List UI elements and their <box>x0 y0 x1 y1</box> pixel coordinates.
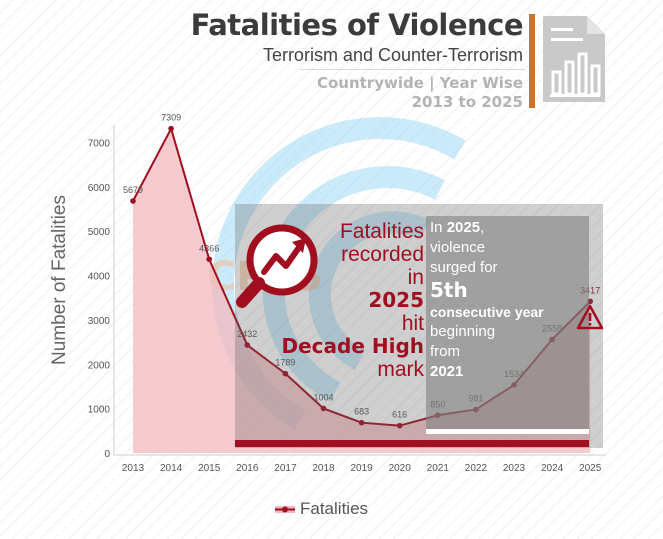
magnifier-trend-up-icon <box>236 224 318 308</box>
data-point <box>282 370 289 377</box>
data-label: 2432 <box>237 329 257 339</box>
x-tick-label: 2016 <box>236 463 259 474</box>
panel-word-in: In <box>430 219 443 236</box>
callout-line-7: mark <box>377 358 424 381</box>
x-tick-label: 2021 <box>427 463 450 474</box>
scope-line-2: 2013 to 2025 <box>411 93 523 111</box>
x-tick-label: 2013 <box>122 463 145 474</box>
panel-consecutive: consecutive year <box>430 304 544 320</box>
data-label: 4366 <box>199 243 219 253</box>
y-tick-label: 3000 <box>88 316 111 327</box>
panel-line-6: beginning <box>430 323 496 340</box>
page-title: Fatalities of Violence <box>190 8 524 42</box>
y-tick-label: 2000 <box>88 360 111 371</box>
data-label: 5679 <box>123 185 143 195</box>
x-tick-label: 2022 <box>465 463 488 474</box>
panel-start-year: 2021 <box>430 363 464 380</box>
data-label: 616 <box>392 410 407 420</box>
panel-ordinal: 5th <box>430 278 468 302</box>
y-axis-title: Number of Fatalities <box>49 194 70 366</box>
data-point <box>244 342 251 348</box>
data-point <box>320 405 327 412</box>
x-tick-label: 2023 <box>503 463 526 474</box>
panel-line-7: from <box>430 343 460 360</box>
panel-underline <box>426 429 589 434</box>
data-point <box>130 198 136 204</box>
callout-year: 2025 <box>368 288 424 312</box>
x-tick-label: 2019 <box>350 463 373 474</box>
panel-line-1: In 2025, <box>430 218 588 238</box>
data-label: 7309 <box>161 113 181 123</box>
data-label: 1789 <box>275 358 295 368</box>
panel-text: In 2025, violence surged for 5th consecu… <box>430 218 588 382</box>
y-tick-label: 6000 <box>88 183 111 194</box>
y-tick-label: 5000 <box>88 227 111 238</box>
callout-line-1: Fatalities <box>339 220 424 243</box>
x-tick-label: 2014 <box>160 463 183 474</box>
x-tick-label: 2018 <box>312 463 335 474</box>
callout-highlight: Decade High <box>281 334 424 358</box>
period-bar <box>235 440 589 447</box>
title-divider <box>300 69 525 70</box>
y-tick-label: 0 <box>104 449 110 460</box>
callout-line-3: in <box>407 266 424 289</box>
callout-line-5: hit <box>401 312 424 335</box>
x-tick-label: 2025 <box>579 463 602 474</box>
panel-year: 2025 <box>446 219 481 236</box>
warning-triangle-icon <box>576 304 604 330</box>
y-tick-label: 4000 <box>88 272 111 283</box>
y-tick-label: 1000 <box>88 405 111 416</box>
page-subtitle: Terrorism and Counter-Terrorism <box>262 45 523 65</box>
x-tick-label: 2017 <box>274 463 297 474</box>
legend-label: Fatalities <box>300 499 369 518</box>
panel-line-2: violence <box>430 239 486 256</box>
data-point <box>396 422 403 429</box>
y-tick-label: 7000 <box>88 138 111 149</box>
scope-label: Countrywide | Year Wise 2013 to 2025 <box>317 74 523 112</box>
legend-marker <box>275 506 295 513</box>
data-label: 3417 <box>580 285 600 295</box>
scope-line-1: Countrywide | Year Wise <box>316 74 523 92</box>
data-label: 1004 <box>313 392 333 402</box>
fatalities-area <box>133 128 591 453</box>
panel-line-3: surged for <box>430 259 498 276</box>
callout-line-2: recorded <box>341 243 424 266</box>
accent-bar <box>529 14 535 108</box>
data-point <box>206 256 212 263</box>
document-bar-chart-icon <box>543 16 605 102</box>
x-tick-label: 2015 <box>198 463 221 474</box>
callout-text: Fatalities recorded in 2025 hit Decade H… <box>281 220 424 381</box>
data-label: 683 <box>354 407 369 417</box>
x-tick-label: 2024 <box>541 463 564 474</box>
x-tick-label: 2020 <box>389 463 412 474</box>
info-panel <box>426 216 589 432</box>
data-point <box>358 419 365 426</box>
panel-comma: , <box>480 219 485 236</box>
data-point <box>168 125 174 132</box>
